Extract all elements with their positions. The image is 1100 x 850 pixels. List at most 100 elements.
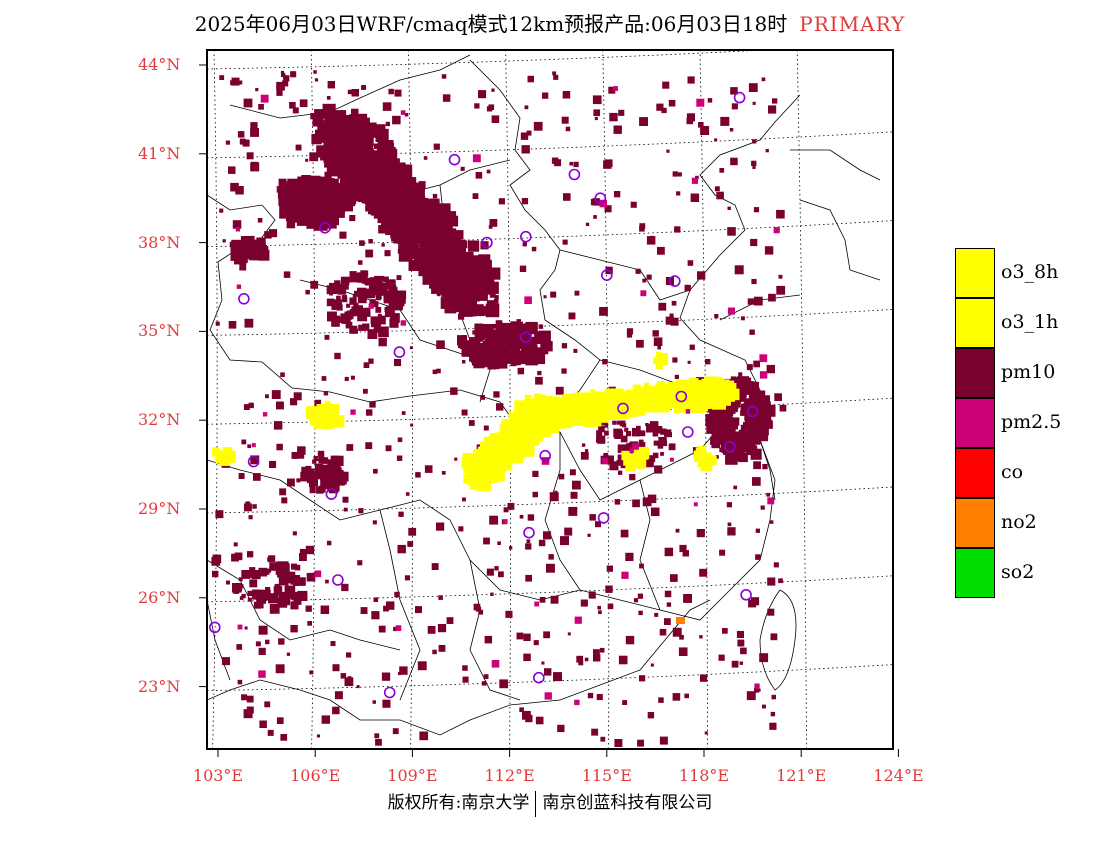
pollutant-cell	[357, 287, 367, 298]
pollutant-cell	[323, 464, 331, 473]
legend-swatch	[955, 398, 995, 448]
pollutant-cell	[357, 194, 366, 203]
pollutant-cell	[543, 295, 547, 299]
pollutant-cell	[562, 239, 568, 245]
pollutant-cell	[519, 402, 533, 417]
pollutant-cell	[496, 334, 509, 347]
graticule	[207, 50, 893, 749]
pollutant-cell	[646, 459, 654, 468]
pollutant-cell	[574, 616, 582, 624]
pollutant-cell	[258, 647, 266, 655]
pollutant-cell	[639, 442, 646, 449]
pollutant-cell	[687, 76, 695, 84]
pollutant-cell	[700, 272, 704, 277]
pollutant-cell	[385, 142, 394, 152]
pollutant-cell	[415, 217, 422, 224]
pollutant-cell	[728, 431, 733, 436]
pollutant-cell	[679, 544, 687, 553]
pollutant-cell	[364, 137, 374, 147]
pollutant-cell	[339, 231, 347, 239]
pollutant-cell	[561, 398, 571, 408]
pollutant-cell	[404, 113, 409, 117]
pollutant-cell	[238, 577, 243, 582]
pollutant-cell	[429, 280, 438, 289]
pollutant-cell	[278, 591, 287, 601]
pollutant-cell	[268, 555, 276, 563]
pollutant-cell	[349, 215, 356, 222]
lon-label: 109°E	[387, 766, 438, 785]
pollutant-cell	[461, 279, 468, 286]
pollutant-cell	[305, 605, 312, 612]
pollutant-cell	[705, 359, 711, 365]
pollutant-cell	[256, 601, 264, 609]
pollutant-cell	[349, 271, 357, 279]
meridian-line	[408, 50, 413, 749]
pollutant-cell	[772, 98, 778, 104]
pollutant-cell	[632, 447, 644, 459]
pollutant-cell	[608, 86, 616, 94]
meridian-line	[505, 50, 511, 749]
pollutant-cell	[554, 159, 562, 167]
pollutant-cell	[622, 423, 627, 428]
pollutant-cell	[384, 142, 389, 147]
pollutant-cell	[606, 455, 614, 463]
lat-label: 32°N	[138, 410, 181, 430]
pollutant-cell	[727, 206, 731, 210]
pollutant-cell	[326, 285, 332, 291]
pollutant-cell	[602, 359, 608, 365]
pollutant-cell	[505, 610, 513, 618]
pollutant-cell	[600, 736, 606, 742]
pollutant-cell	[738, 372, 743, 377]
pollutant-cell	[271, 390, 281, 399]
pollutant-cell	[679, 634, 684, 640]
pollutant-cell	[405, 492, 410, 496]
pollutant-cell	[327, 459, 335, 467]
pollutant-cell	[715, 432, 728, 445]
pollutant-cell	[614, 739, 623, 747]
pollutant-cell	[562, 410, 568, 416]
pollutant-cell	[378, 337, 387, 347]
pollutant-cell	[316, 486, 324, 494]
pollutant-cell	[549, 492, 559, 502]
pollutant-cell	[373, 325, 381, 333]
pollutant-cell	[469, 477, 482, 490]
pollutant-cell	[363, 388, 368, 394]
pollutant-cell	[760, 505, 765, 510]
pollutant-cell	[584, 657, 589, 662]
pollutant-cell	[447, 215, 459, 227]
pollutant-cell	[239, 263, 247, 271]
pollutant-cell	[699, 674, 708, 682]
pollutant-cell	[268, 593, 279, 604]
pollutant-cell	[461, 360, 466, 364]
pollutant-cell	[450, 387, 458, 395]
pollutant-cell	[441, 257, 452, 268]
pollutant-cell	[397, 544, 406, 554]
pollutant-cell	[448, 250, 458, 260]
pollutant-cell	[219, 75, 225, 80]
lat-label: 41°N	[138, 143, 181, 163]
pollutant-cell	[603, 452, 609, 458]
pollutant-cell	[265, 587, 271, 593]
pollutant-cell	[481, 681, 487, 686]
pollutant-cell	[265, 571, 270, 575]
pollutant-cell	[739, 661, 743, 665]
pollutant-cell	[242, 139, 250, 147]
pollutant-cell	[598, 610, 602, 615]
pollutant-cell	[229, 241, 236, 248]
pollutant-cell	[707, 98, 713, 103]
legend-label: no2	[1001, 511, 1037, 533]
pollutant-cell	[247, 551, 254, 558]
pollutant-cell	[214, 448, 220, 454]
pollutant-cell	[704, 731, 708, 735]
pollutant-cell	[560, 536, 569, 546]
pollutant-cell	[478, 294, 484, 300]
pollutant-cell	[346, 444, 354, 451]
pollutant-cell	[765, 149, 769, 153]
legend-label: o3_1h	[1001, 311, 1059, 333]
pollutant-cell	[562, 91, 571, 99]
pollutant-cell	[613, 125, 622, 134]
station-marker	[519, 230, 532, 243]
pollutant-cell	[282, 593, 291, 602]
pollutant-cell	[590, 198, 598, 206]
pollutant-cell	[752, 139, 757, 144]
